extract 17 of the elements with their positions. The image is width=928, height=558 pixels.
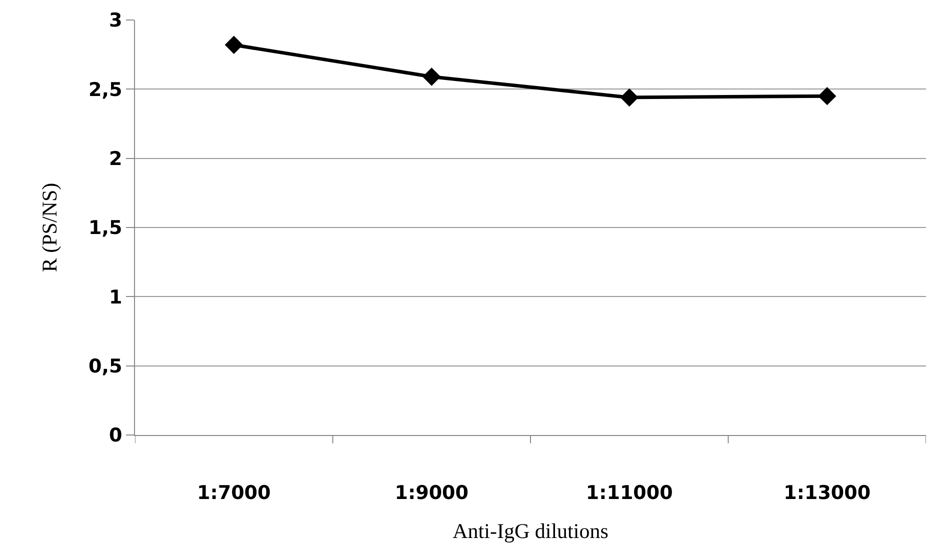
point bbox=[224, 36, 243, 54]
point bbox=[422, 68, 441, 86]
y-tick-label: 2 bbox=[108, 148, 122, 170]
x-tick-label: 1:7000 bbox=[197, 482, 271, 504]
y-tick-label: 2,5 bbox=[88, 78, 122, 101]
y-tick-label: 1,5 bbox=[88, 217, 122, 240]
y-tick-label: 1 bbox=[108, 286, 122, 308]
y-tick-label: 0,5 bbox=[88, 355, 122, 378]
y-axis-title: R (PS/NS) bbox=[38, 182, 62, 272]
point bbox=[818, 86, 836, 106]
y-tick-label: 3 bbox=[108, 10, 122, 32]
x-tick-label: 1:11000 bbox=[586, 482, 673, 504]
x-tick-label: 1:9000 bbox=[394, 482, 468, 504]
x-tick-label: 1:13000 bbox=[784, 482, 871, 504]
point bbox=[620, 88, 638, 107]
x-axis-title: Anti-IgG dilutions bbox=[452, 519, 608, 543]
y-tick-label: 0 bbox=[108, 424, 122, 447]
